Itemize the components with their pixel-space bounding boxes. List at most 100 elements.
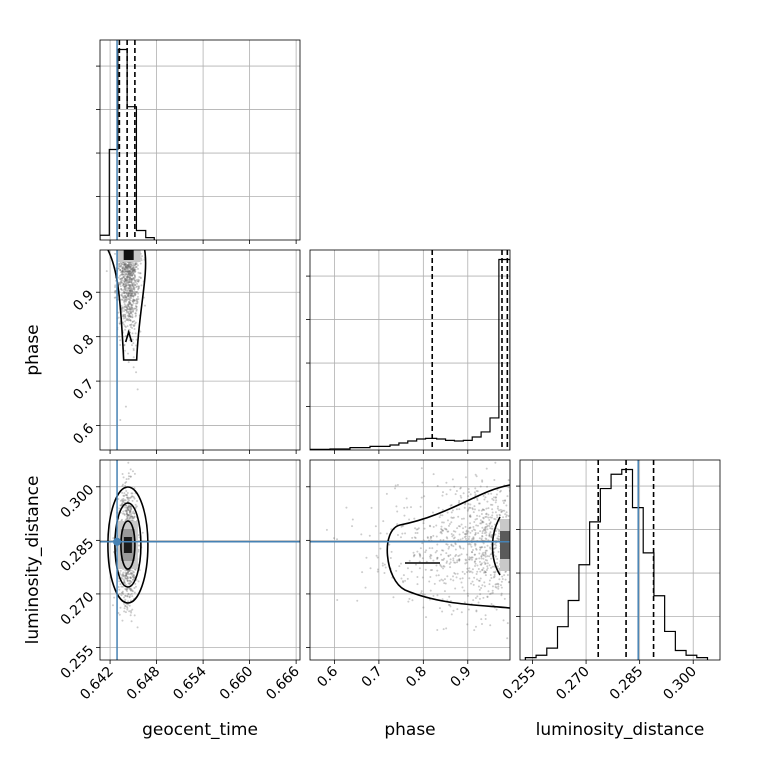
scatter-point [472,528,475,531]
scatter-point [131,608,134,611]
scatter-point [364,586,367,589]
scatter-point [128,273,131,276]
scatter-point [478,552,481,555]
scatter-point [133,281,136,284]
scatter-point [487,590,490,593]
scatter-point [134,314,137,317]
scatter-point [468,506,471,509]
scatter-point [121,272,124,275]
scatter-point [117,264,120,267]
x-axis-label-luminosity_distance: luminosity_distance [536,720,705,740]
scatter-point [137,292,140,295]
scatter-point [129,269,132,272]
scatter-point [445,561,448,564]
scatter-point [128,290,131,293]
scatter-point [125,264,128,267]
scatter-point [125,574,128,577]
scatter-point [136,264,139,267]
scatter-point [119,283,122,286]
scatter-point [461,537,464,540]
scatter-point [125,268,128,271]
scatter-point [128,287,131,290]
scatter-point [130,306,133,309]
scatter-point [119,277,122,280]
scatter-point [128,280,131,283]
scatter-point [442,579,445,582]
scatter-point [125,493,128,496]
scatter-point [469,557,472,560]
scatter-point [133,286,136,289]
scatter-point [483,581,486,584]
scatter-point [128,301,131,304]
scatter-point [127,514,130,517]
scatter-point [132,349,135,352]
scatter-point [124,268,127,271]
scatter-point [416,550,419,553]
scatter-point [500,592,503,595]
scatter-point [130,305,133,308]
scatter-point [478,579,481,582]
scatter-point [396,534,399,537]
scatter-point [488,534,491,537]
scatter-point [479,593,482,596]
scatter-point [418,552,421,555]
scatter-point [431,547,434,550]
scatter-point [478,597,481,600]
scatter-point [124,270,127,273]
scatter-point [119,269,122,272]
scatter-point [494,496,497,499]
scatter-point [135,338,138,341]
scatter-point [119,278,122,281]
y-axis-label-luminosity_distance: luminosity_distance [23,476,43,645]
scatter-point [446,537,449,540]
scatter-point [440,578,443,581]
scatter-point [126,314,129,317]
scatter-point [467,569,470,572]
scatter-point [450,504,453,507]
scatter-point [126,508,129,511]
scatter-point [428,580,431,583]
scatter-point [457,501,460,504]
scatter-point [129,311,132,314]
scatter-point [129,599,132,602]
scatter-point [478,537,481,540]
scatter-point [131,268,134,271]
hist-geocent_time-frame [99,39,301,241]
scatter-point [130,278,133,281]
scatter-point [482,553,485,556]
scatter-point [481,532,484,535]
scatter-point [135,302,138,305]
scatter-point [124,298,127,301]
scatter-point [137,280,140,283]
scatter-point [474,487,477,490]
scatter-point [129,285,132,288]
scatter-point [126,577,129,580]
hist-luminosity_distance-frame [519,459,721,661]
density-panel-phase__luminosity_distance [310,460,510,660]
scatter-point [479,563,482,566]
scatter-point [507,479,510,482]
scatter-point [126,303,129,306]
scatter-point [482,529,485,532]
scatter-point [122,279,125,282]
scatter-point [134,293,137,296]
scatter-point [138,279,141,282]
scatter-point [127,276,130,279]
scatter-point [376,556,379,559]
scatter-point [485,513,488,516]
scatter-point [130,295,133,298]
scatter-point [118,265,121,268]
scatter-point [129,266,132,269]
scatter-point [491,565,494,568]
scatter-point [490,557,493,560]
scatter-point [120,293,123,296]
scatter-point [129,324,132,327]
scatter-point [445,627,448,630]
scatter-point [131,293,134,296]
scatter-point [484,527,487,530]
scatter-point [493,478,496,481]
scatter-point [409,506,412,509]
scatter-point [379,547,382,550]
scatter-point [469,531,472,534]
scatter-point [129,276,132,279]
